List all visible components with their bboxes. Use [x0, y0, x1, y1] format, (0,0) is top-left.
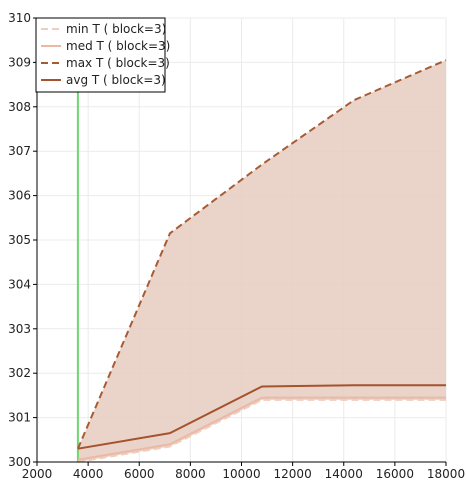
y-tick-label-4: 304 [8, 277, 31, 291]
y-tick-label-7: 307 [8, 144, 31, 158]
series-lines [76, 59, 447, 463]
x-tick-label-7: 16000 [376, 467, 414, 481]
y-tick-label-6: 306 [8, 189, 31, 203]
y-tick-label-10: 310 [8, 11, 31, 25]
x-tick-label-1: 4000 [73, 467, 104, 481]
legend-label-avg: avg T ( block=3) [66, 73, 166, 87]
legend: min T ( block=3) med T ( block=3) max T ( … [35, 17, 170, 93]
y-tick-label-1: 301 [8, 411, 31, 425]
x-tick-label-2: 6000 [124, 467, 155, 481]
x-tick-labels: 2000 4000 6000 8000 10000 12000 14000 16000 1800… [22, 462, 465, 481]
x-tick-label-8: 18000 [427, 467, 465, 481]
band-area [77, 60, 447, 463]
y-tick-label-3: 303 [8, 322, 31, 336]
y-tick-labels: 300 301 302 303 304 305 306 307 308 309 310 [8, 11, 37, 469]
y-tick-label-0: 300 [8, 455, 31, 469]
y-tick-label-2: 302 [8, 366, 31, 380]
series-line-med [77, 396, 446, 461]
min-max-band [77, 60, 447, 463]
series-line-max [76, 59, 447, 450]
y-tick-label-8: 308 [8, 100, 31, 114]
y-tick-label-5: 305 [8, 233, 31, 247]
legend-label-max: max T ( block=3) [66, 56, 170, 70]
x-tick-label-3: 8000 [175, 467, 206, 481]
legend-label-min: min T ( block=3) [66, 22, 166, 36]
x-tick-label-6: 14000 [325, 467, 363, 481]
y-tick-label-9: 309 [8, 55, 31, 69]
series-line-avg [77, 384, 446, 450]
x-tick-label-4: 10000 [222, 467, 260, 481]
legend-label-med: med T ( block=3) [66, 39, 170, 53]
x-tick-label-5: 12000 [274, 467, 312, 481]
x-tick-label-0: 2000 [22, 467, 53, 481]
series-line-min [77, 398, 446, 463]
